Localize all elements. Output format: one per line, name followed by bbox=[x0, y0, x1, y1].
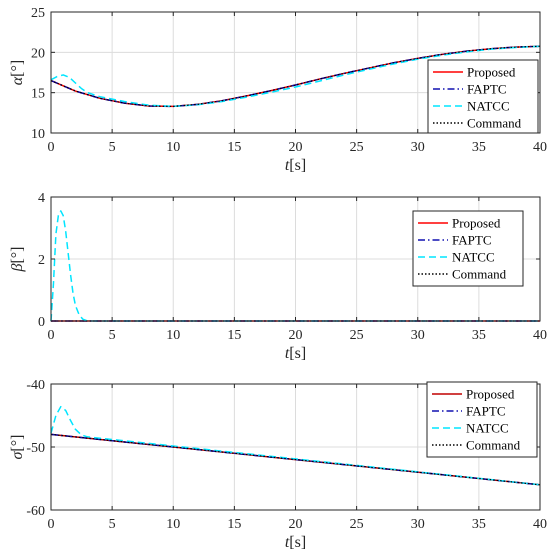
x-axis-label: t[s] bbox=[285, 345, 306, 362]
y-tick-label: -50 bbox=[26, 441, 45, 456]
legend-label: NATCC bbox=[466, 421, 509, 436]
x-tick-label: 25 bbox=[350, 140, 364, 155]
legend-label: Command bbox=[452, 267, 507, 282]
series-line-natcc bbox=[50, 405, 541, 486]
x-tick-label: 0 bbox=[48, 328, 55, 343]
series-line-command bbox=[50, 45, 541, 107]
x-tick-label: 35 bbox=[472, 140, 486, 155]
y-tick-label: -60 bbox=[26, 504, 45, 519]
x-tick-label: 15 bbox=[227, 328, 241, 343]
y-tick-label: 15 bbox=[31, 87, 45, 102]
y-axis-label: σ[°] bbox=[9, 435, 26, 460]
legend-label: NATCC bbox=[452, 250, 495, 265]
x-tick-label: 10 bbox=[166, 140, 180, 155]
y-tick-label: 0 bbox=[38, 315, 45, 330]
x-tick-label: 25 bbox=[350, 328, 364, 343]
legend: Proposed FAPTC NATCC Command bbox=[426, 381, 538, 458]
y-tick-label: 25 bbox=[31, 6, 45, 21]
legend: Proposed FAPTC NATCC Command bbox=[412, 210, 524, 287]
x-tick-label: 10 bbox=[166, 328, 180, 343]
chart-panel-1: 0 5 10 15 20 25 30 35 40 10 15 20 25 t[s] α[°] Proposed… bbox=[9, 6, 547, 174]
x-tick-label: 25 bbox=[350, 517, 364, 532]
legend-label: FAPTC bbox=[466, 404, 506, 419]
x-axis-label: t[s] bbox=[285, 534, 306, 551]
x-tick-label: 20 bbox=[289, 517, 303, 532]
x-tick-label: 30 bbox=[411, 517, 425, 532]
legend-label: NATCC bbox=[467, 99, 510, 114]
legend: Proposed FAPTC NATCC Command bbox=[427, 59, 539, 134]
chart-panel-3: 0 5 10 15 20 25 30 35 40 -40 -50 -60 t[s] σ[°] Propose… bbox=[9, 378, 547, 551]
legend-label: FAPTC bbox=[452, 233, 492, 248]
x-tick-label: 0 bbox=[48, 140, 55, 155]
y-tick-label: 2 bbox=[38, 253, 45, 268]
x-tick-label: 5 bbox=[109, 328, 116, 343]
x-tick-label: 30 bbox=[411, 140, 425, 155]
x-tick-label: 15 bbox=[227, 140, 241, 155]
series-line-command bbox=[50, 433, 541, 486]
x-tick-label: 40 bbox=[533, 140, 547, 155]
x-axis-label: t[s] bbox=[285, 157, 306, 174]
x-tick-label: 0 bbox=[48, 517, 55, 532]
chart-panel-2: 0 5 10 15 20 25 30 35 40 0 2 4 t[s] β[°] Proposed FAPTC… bbox=[9, 191, 547, 362]
legend-label: Command bbox=[467, 116, 522, 131]
x-tick-label: 40 bbox=[533, 517, 547, 532]
x-tick-label: 35 bbox=[472, 328, 486, 343]
y-tick-label: 10 bbox=[31, 127, 45, 142]
legend-label: Proposed bbox=[467, 65, 516, 80]
x-tick-label: 15 bbox=[227, 517, 241, 532]
series-line-natcc bbox=[50, 210, 540, 322]
legend-label: Proposed bbox=[466, 387, 515, 402]
y-axis-label: α[°] bbox=[9, 60, 26, 85]
y-axis-label: β[°] bbox=[9, 246, 26, 272]
legend-label: FAPTC bbox=[467, 82, 507, 97]
legend-label: Proposed bbox=[452, 216, 501, 231]
x-tick-label: 40 bbox=[533, 328, 547, 343]
x-tick-label: 30 bbox=[411, 328, 425, 343]
y-tick-label: -40 bbox=[26, 378, 45, 393]
x-tick-label: 20 bbox=[289, 328, 303, 343]
x-tick-label: 5 bbox=[109, 140, 116, 155]
y-tick-label: 4 bbox=[38, 191, 45, 206]
series-line-natcc bbox=[50, 45, 541, 108]
y-tick-label: 20 bbox=[31, 46, 45, 61]
x-tick-label: 20 bbox=[289, 140, 303, 155]
legend-label: Command bbox=[466, 438, 521, 453]
x-tick-label: 5 bbox=[109, 517, 116, 532]
x-tick-label: 10 bbox=[166, 517, 180, 532]
x-tick-label: 35 bbox=[472, 517, 486, 532]
